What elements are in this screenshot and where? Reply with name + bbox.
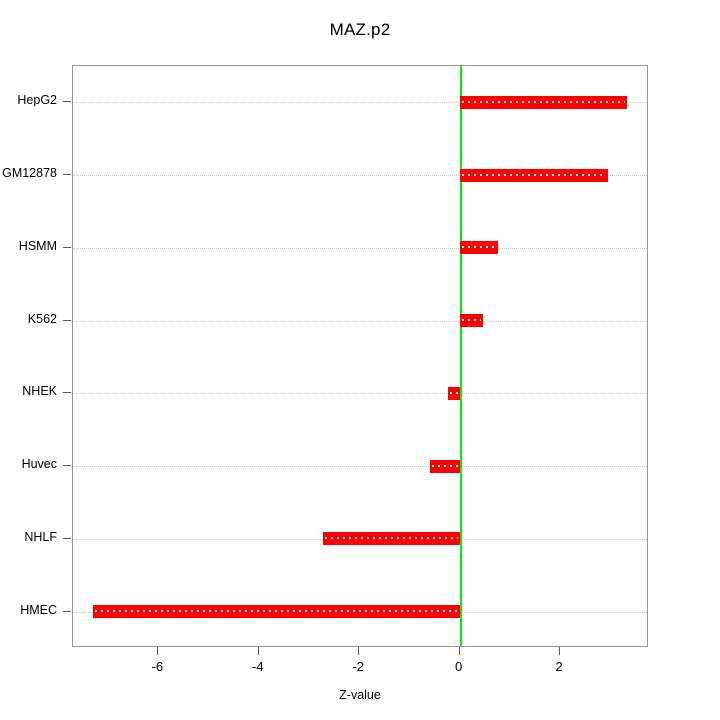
gridline xyxy=(73,247,647,249)
x-tick-mark xyxy=(559,647,561,655)
bar-huvec xyxy=(429,459,460,473)
bar-gm12878 xyxy=(459,168,608,182)
y-tick-mark xyxy=(63,465,71,467)
x-tick-mark xyxy=(257,647,259,655)
x-tick-label: 2 xyxy=(555,659,563,674)
x-tick-label: 0 xyxy=(455,659,463,674)
gridline xyxy=(73,393,647,395)
x-tick-label: -6 xyxy=(151,659,164,674)
y-tick-mark xyxy=(63,610,71,612)
y-tick-label-huvec: Huvec xyxy=(21,457,57,472)
gridline xyxy=(73,466,647,468)
y-tick-mark xyxy=(63,246,71,248)
plot-area xyxy=(72,65,648,647)
bar-hsmm xyxy=(459,241,498,255)
y-tick-mark xyxy=(63,319,71,321)
y-tick-mark xyxy=(63,174,71,176)
x-tick-label: -2 xyxy=(352,659,365,674)
y-tick-label-nhek: NHEK xyxy=(22,384,57,399)
x-tick-label: -4 xyxy=(252,659,264,674)
y-tick-mark xyxy=(63,101,71,103)
y-tick-label-hmec: HMEC xyxy=(20,602,57,617)
x-axis-title: Z-value xyxy=(339,688,381,702)
gridline xyxy=(73,320,647,322)
y-tick-label-hepg2: HepG2 xyxy=(17,93,57,108)
x-tick-mark xyxy=(358,647,360,655)
x-tick-mark xyxy=(458,647,460,655)
chart-title: MAZ.p2 xyxy=(329,20,391,39)
y-tick-label-gm12878: GM12878 xyxy=(2,166,57,181)
bar-nhlf xyxy=(322,532,460,546)
bar-hepg2 xyxy=(459,95,627,109)
y-tick-mark xyxy=(63,392,71,394)
y-tick-label-nhlf: NHLF xyxy=(24,529,57,544)
zero-reference-line xyxy=(459,66,462,646)
bar-nhek xyxy=(447,386,460,400)
y-tick-label-hsmm: HSMM xyxy=(18,238,57,253)
bar-k562 xyxy=(459,314,483,328)
gridline xyxy=(73,175,647,177)
y-tick-label-k562: K562 xyxy=(27,311,57,326)
x-tick-mark xyxy=(157,647,159,655)
y-tick-mark xyxy=(63,537,71,539)
gridline xyxy=(73,102,647,104)
bar-hmec xyxy=(92,605,460,619)
